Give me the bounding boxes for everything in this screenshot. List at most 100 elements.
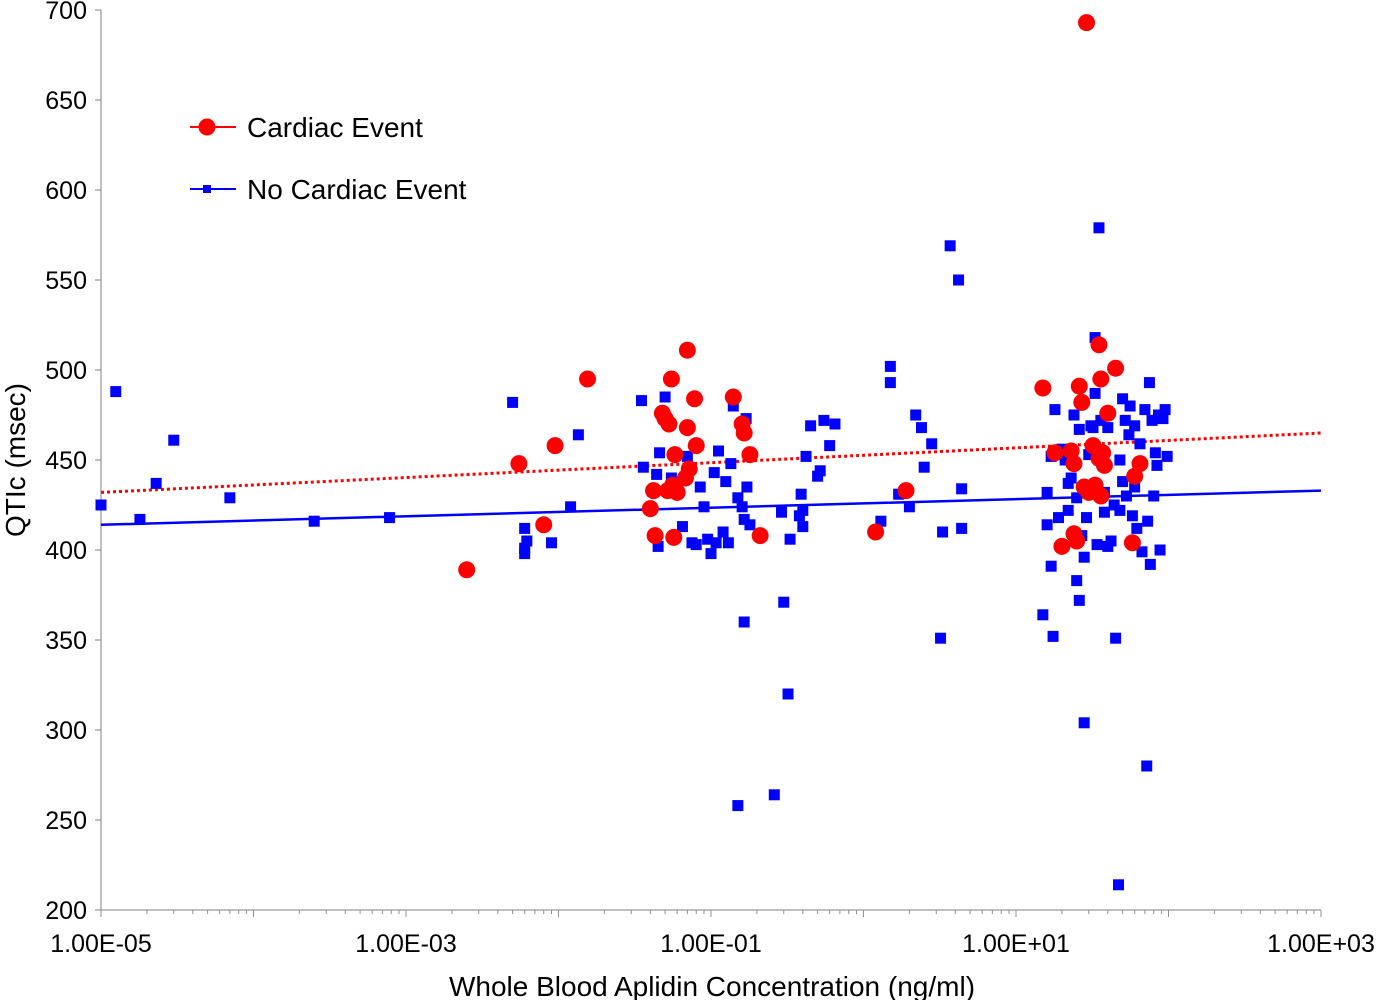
no-cardiac-event-point [654, 447, 666, 459]
no-cardiac-event-point [1108, 499, 1120, 511]
no-cardiac-event-point [910, 409, 922, 421]
no-cardiac-event-point [705, 548, 717, 560]
no-cardiac-event-point [727, 400, 739, 412]
cardiac-event-point [646, 527, 664, 545]
no-cardiac-event-point [651, 468, 663, 480]
legend-marker-cardiac-event [198, 118, 216, 136]
y-tick-label: 600 [45, 177, 87, 205]
no-cardiac-event-point [1037, 609, 1049, 621]
no-cardiac-event-point [708, 467, 720, 479]
cardiac-event-point [1107, 359, 1125, 377]
cardiac-event-point [510, 455, 528, 473]
cardiac-event-point [641, 500, 659, 518]
no-cardiac-event-point [308, 515, 320, 527]
no-cardiac-event-point [698, 501, 710, 513]
cardiac-event-point [662, 370, 680, 388]
cardiac-event-point [1094, 444, 1112, 462]
no-cardiac-event-point [956, 483, 968, 495]
legend-label-cardiac-event: Cardiac Event [247, 112, 423, 143]
no-cardiac-event-point [1136, 546, 1148, 558]
no-cardiac-event-point [150, 477, 162, 489]
axes: 200 250 300 350 400 450 500 550 600 650 700 1.00E-… [45, 0, 1375, 958]
no-cardiac-event-point [1087, 422, 1099, 434]
no-cardiac-event-point [1095, 414, 1107, 426]
cardiac-event-point [1046, 444, 1064, 462]
no-cardiac-event-point [937, 526, 949, 538]
no-cardiac-event-point [778, 596, 790, 608]
no-cardiac-event-point [1159, 404, 1171, 416]
no-cardiac-event-point [1049, 404, 1061, 416]
no-cardiac-event-point [224, 492, 236, 504]
no-cardiac-event-point [738, 616, 750, 628]
cardiac-event-point [666, 446, 684, 464]
no-cardiac-event-point [1071, 575, 1083, 587]
no-cardiac-event-point [1139, 404, 1151, 416]
cardiac-event-point [1053, 537, 1071, 555]
no-cardiac-event-point [915, 422, 927, 434]
no-cardiac-event-point [814, 465, 826, 477]
legend: Cardiac Event No Cardiac Event [190, 112, 467, 205]
cardiac-event-point [1099, 404, 1117, 422]
no-cardiac-event-point [1078, 717, 1090, 729]
cardiac-event-point [1034, 379, 1052, 397]
no-cardiac-event-point [720, 476, 732, 488]
cardiac-event-point [1090, 336, 1108, 354]
legend-item-no-cardiac-event: No Cardiac Event [190, 174, 467, 205]
y-tick-label: 500 [45, 357, 87, 385]
no-cardiac-event-point [1126, 510, 1138, 522]
trendlines [100, 431, 1322, 527]
cardiac-event-point [535, 516, 553, 534]
no-cardiac-event-point [732, 492, 744, 504]
no-cardiac-event-point [784, 533, 796, 545]
no-cardiac-event-point [710, 537, 722, 549]
no-cardiac-event-point [1131, 522, 1143, 534]
no-cardiac-event-point [1105, 535, 1117, 547]
no-cardiac-event-point [1091, 539, 1103, 551]
no-cardiac-event-point [918, 461, 930, 473]
no-cardiac-event-trendline [100, 489, 1322, 527]
cardiac-event-point [1123, 534, 1141, 552]
no-cardiac-event-point [744, 519, 756, 531]
no-cardiac-event-point [1161, 450, 1173, 462]
no-cardiac-event-point [694, 481, 706, 493]
no-cardiac-event-point [565, 501, 577, 513]
no-cardiac-event-point [676, 521, 688, 533]
no-cardiac-event-point [519, 522, 531, 534]
no-cardiac-event-point [637, 461, 649, 473]
x-axis-title: Whole Blood Aplidin Concentration (ng/ml… [449, 971, 975, 1000]
no-cardiac-event-point [635, 395, 647, 407]
no-cardiac-event-point [134, 513, 146, 525]
no-cardiac-event-point [1129, 420, 1141, 432]
no-cardiac-event-point [1071, 492, 1083, 504]
no-cardiac-event-point [546, 537, 558, 549]
no-cardiac-event-point [1102, 422, 1114, 434]
no-cardiac-event-point [507, 396, 519, 408]
no-cardiac-event-point [1119, 414, 1131, 426]
no-cardiac-event-point [797, 504, 809, 516]
cardiac-event-point [1070, 377, 1088, 395]
y-axis-title: QTIc (msec) [0, 383, 31, 537]
cardiac-event-point [665, 528, 683, 546]
no-cardiac-event-point [1124, 400, 1136, 412]
no-cardiac-event-point [1120, 490, 1132, 502]
no-cardiac-event-point [797, 521, 809, 533]
no-cardiac-event-point [1123, 429, 1135, 441]
no-cardiac-event-point [572, 429, 584, 441]
no-cardiac-event-points [95, 222, 1173, 891]
cardiac-event-point [724, 388, 742, 406]
no-cardiac-event-point [1117, 393, 1129, 405]
no-cardiac-event-point [1068, 409, 1080, 421]
no-cardiac-event-point [926, 438, 938, 450]
no-cardiac-event-point [1093, 222, 1105, 234]
cardiac-event-point [1095, 456, 1113, 474]
x-axis-ticks: 1.00E-05 1.00E-03 1.00E-01 1.00E+01 1.00E+03 [50, 910, 1375, 958]
no-cardiac-event-point [702, 533, 714, 545]
no-cardiac-event-point [903, 501, 915, 513]
no-cardiac-event-point [795, 488, 807, 500]
no-cardiac-event-point [800, 450, 812, 462]
no-cardiac-event-point [824, 440, 836, 452]
cardiac-event-point [751, 527, 769, 545]
no-cardiac-event-point [690, 539, 702, 551]
no-cardiac-event-point [1129, 481, 1141, 493]
no-cardiac-event-point [782, 688, 794, 700]
